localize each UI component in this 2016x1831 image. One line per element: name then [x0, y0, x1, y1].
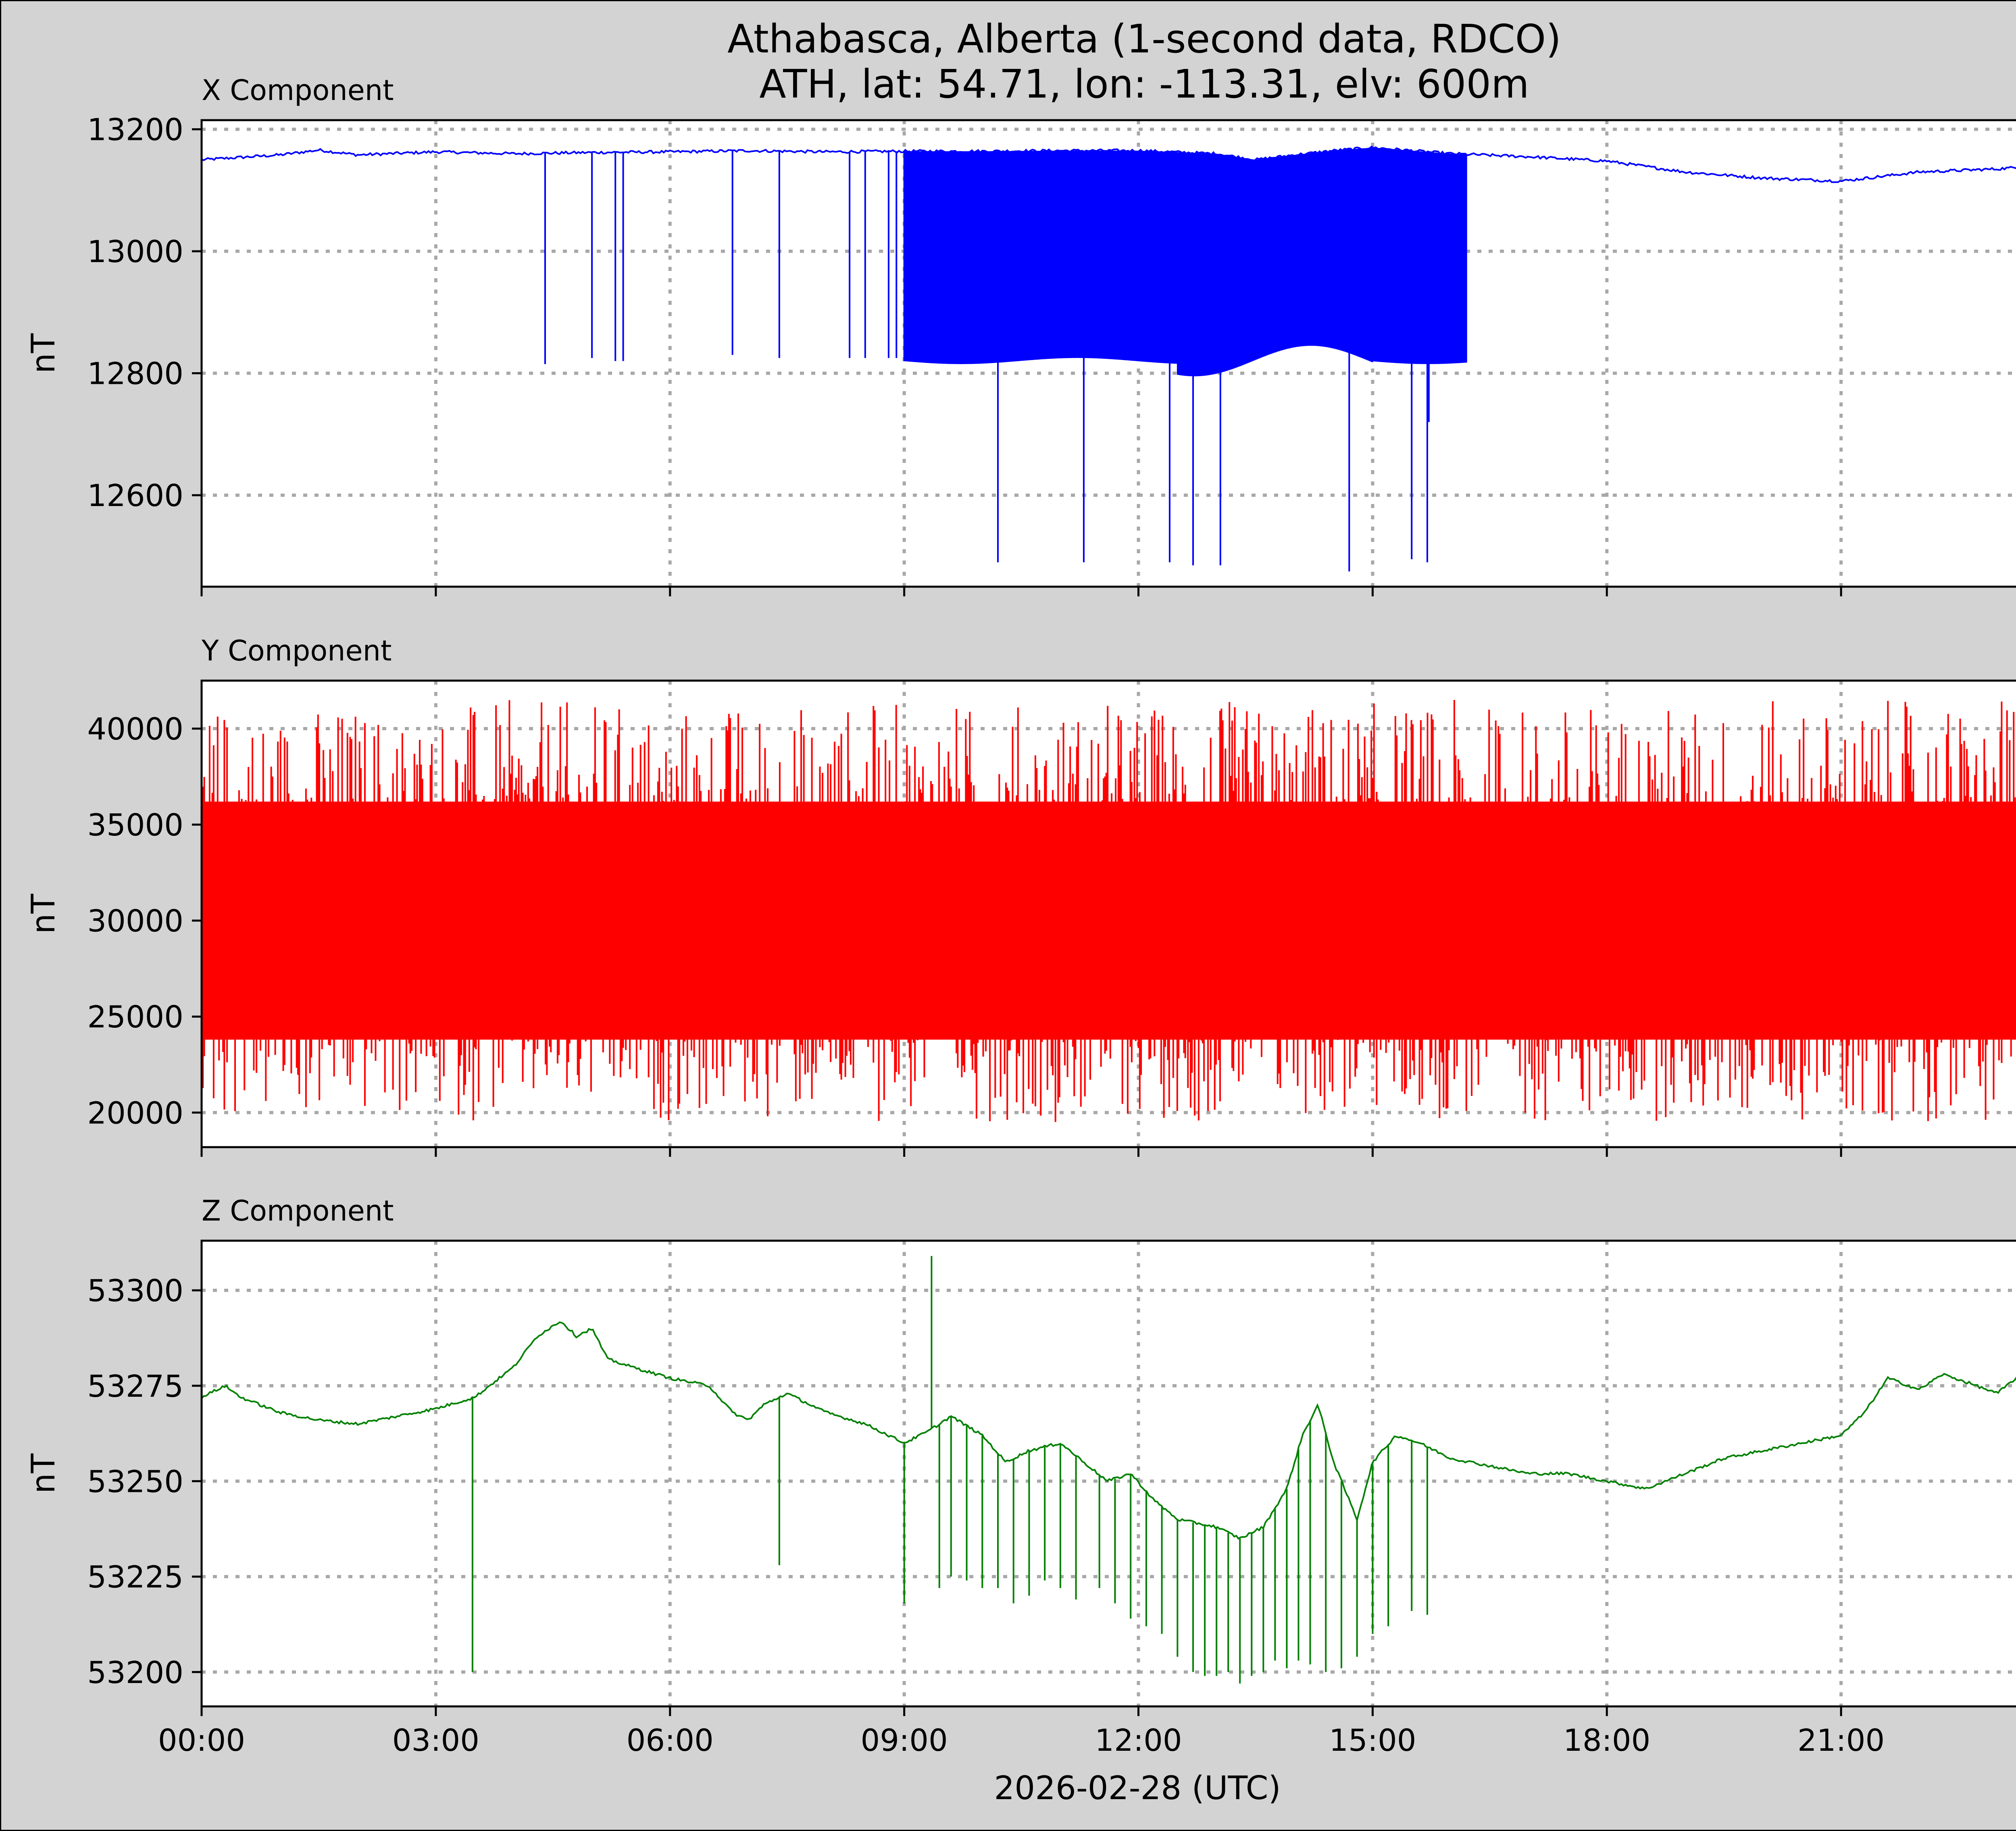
z-ytick-label: 53300: [87, 1273, 183, 1308]
z-xtick-label: 18:00: [1563, 1723, 1650, 1758]
x-baseline-series: [202, 145, 2016, 183]
z-baseline-series: [202, 1321, 2016, 1540]
z-component-title: Z Component: [202, 1194, 394, 1227]
z-plot-area: [202, 1241, 2016, 1706]
z-xtick-label: 03:00: [392, 1723, 479, 1758]
z-xtick-label: 06:00: [627, 1723, 714, 1758]
y-series: [202, 700, 2016, 1122]
x-series: [202, 145, 2016, 572]
z-ytick-label: 53225: [87, 1559, 183, 1595]
x-ytick-label: 12600: [87, 478, 183, 513]
z-y-axis-label: nT: [25, 1453, 62, 1494]
x-component-title: X Component: [202, 74, 394, 107]
z-xtick-label: 09:00: [861, 1723, 948, 1758]
z-xtick-label: 15:00: [1329, 1723, 1416, 1758]
y-ytick-label: 30000: [87, 903, 183, 939]
y-ytick-label: 35000: [87, 807, 183, 843]
figure-title-line2: ATH, lat: 54.71, lon: -113.31, elv: 600m: [759, 61, 1529, 107]
z-ytick-label: 53200: [87, 1655, 183, 1690]
y-component-title: Y Component: [201, 634, 392, 667]
y-ytick-label: 40000: [87, 711, 183, 747]
x-component-panel: 12600 12800 13000 13200 X Component nT: [25, 74, 2016, 596]
z-ytick-label: 53275: [87, 1369, 183, 1404]
z-xtick-label: 21:00: [1797, 1723, 1885, 1758]
z-ytick-label: 53250: [87, 1464, 183, 1499]
x-ytick-label: 13000: [87, 234, 183, 269]
y-noise-series: [202, 700, 2016, 1122]
x-axis-label: 2026-02-28 (UTC): [994, 1769, 1281, 1807]
x-ytick-label: 13200: [87, 112, 183, 148]
x-ytick-label: 12800: [87, 356, 183, 392]
x-y-axis-label: nT: [25, 333, 62, 374]
z-component-panel: 00:00 03:00 06:00 09:00 12:00 15:00 18:00 21:00…: [25, 1194, 2016, 1758]
z-xtick-label: 00:00: [158, 1723, 245, 1758]
z-xtick-label: 12:00: [1095, 1723, 1182, 1758]
y-y-axis-label: nT: [25, 894, 62, 934]
x-dense-band: [903, 148, 1467, 377]
y-component-panel: 20000 25000 30000 35000 40000 Y Component nT: [25, 634, 2016, 1157]
z-series: [202, 1256, 2016, 1684]
figure-title-line1: Athabasca, Alberta (1-second data, RDCO): [727, 16, 1561, 62]
y-ytick-label: 20000: [87, 1095, 183, 1131]
y-ytick-label: 25000: [87, 999, 183, 1035]
